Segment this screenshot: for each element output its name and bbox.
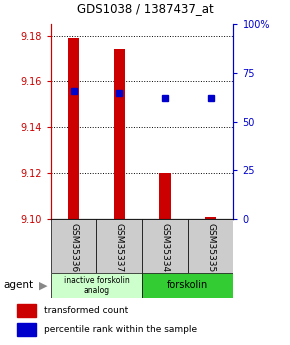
Text: GSM35334: GSM35334 [160,223,169,273]
Bar [96,219,142,273]
Bar [159,173,171,219]
Text: GSM35337: GSM35337 [115,223,124,273]
Bar [68,38,79,219]
Bar [17,304,36,317]
Bar [205,217,216,219]
Text: GSM35335: GSM35335 [206,223,215,273]
Text: GDS1038 / 1387437_at: GDS1038 / 1387437_at [77,2,213,16]
Text: GSM35336: GSM35336 [69,223,78,273]
Bar [188,219,233,273]
Bar [142,273,233,298]
Text: percentile rank within the sample: percentile rank within the sample [44,325,197,334]
Bar [142,219,188,273]
Bar [17,323,36,336]
Bar [114,49,125,219]
Text: forskolin: forskolin [167,280,209,290]
Text: agent: agent [3,280,33,290]
Bar [51,219,96,273]
Text: ▶: ▶ [39,280,48,290]
Bar [51,273,142,298]
Text: inactive forskolin
analog: inactive forskolin analog [64,276,129,295]
Text: transformed count: transformed count [44,306,128,315]
